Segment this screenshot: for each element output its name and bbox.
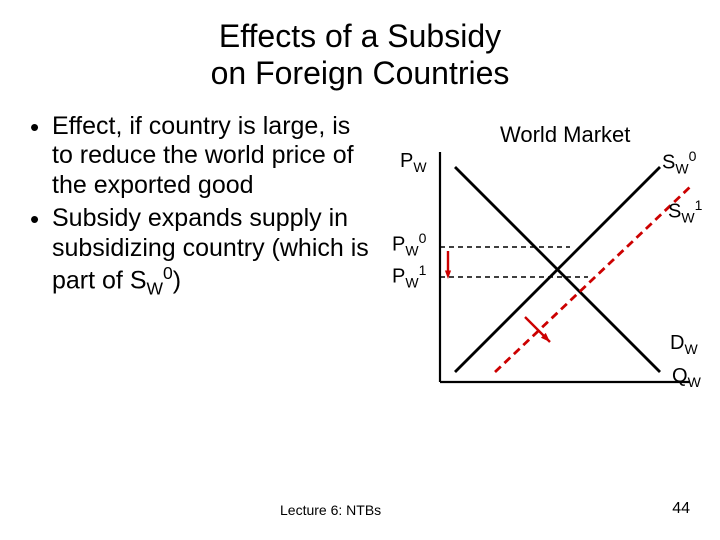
supply-s1-label: SW1 [668, 197, 702, 226]
y-axis-label: PW [400, 150, 427, 175]
price-p1-label: PW1 [392, 262, 426, 291]
world-market-chart: World Market PW PW0 PW1 SW0 SW1 DW QW [370, 112, 690, 422]
footer-page-number: 44 [672, 500, 690, 518]
title-line-1: Effects of a Subsidy [219, 18, 501, 54]
price-p0-label: PW0 [392, 230, 426, 259]
content-row: Effect, if country is large, is to reduc… [0, 92, 720, 422]
supply-s0-label: SW0 [662, 148, 696, 177]
bullet-2: Subsidy expands supply in subsidizing co… [30, 204, 370, 299]
x-axis-label: QW [672, 365, 701, 390]
demand-d-label: DW [670, 332, 698, 357]
slide-title: Effects of a Subsidy on Foreign Countrie… [0, 0, 720, 92]
bullet-1: Effect, if country is large, is to reduc… [30, 112, 370, 201]
bullet-list: Effect, if country is large, is to reduc… [30, 112, 370, 422]
footer-lecture: Lecture 6: NTBs [280, 502, 381, 518]
title-line-2: on Foreign Countries [211, 55, 510, 91]
